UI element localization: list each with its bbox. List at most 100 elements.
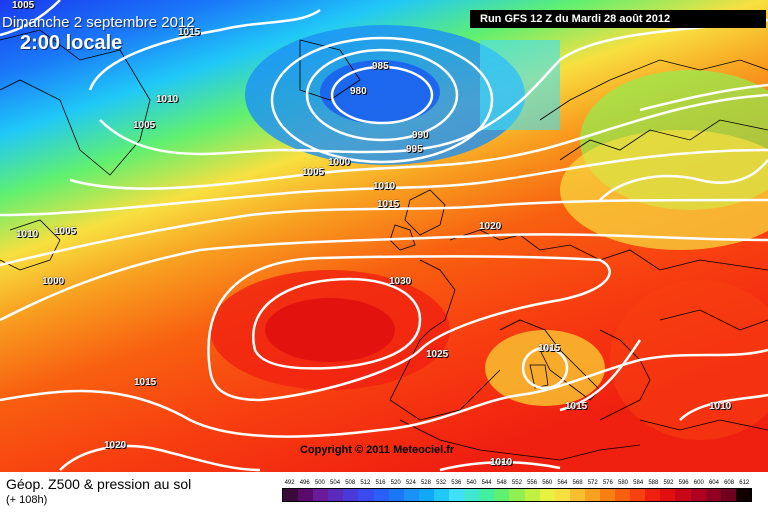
legend-swatch <box>464 489 480 501</box>
isobar-label: 1005 <box>12 0 35 11</box>
legend-value: 560 <box>542 480 553 486</box>
legend-swatch <box>403 489 419 501</box>
legend-swatch <box>630 489 646 501</box>
legend-swatch <box>675 489 691 501</box>
map-subtitle: (+ 108h) <box>6 494 48 506</box>
legend-value: 604 <box>708 480 719 486</box>
footer: Géop. Z500 & pression au sol (+ 108h) 49… <box>0 472 768 512</box>
legend-value: 544 <box>481 480 492 486</box>
legend-swatch <box>298 489 314 501</box>
legend-value: 536 <box>451 480 462 486</box>
legend-swatch <box>433 489 450 501</box>
isobar-label: 1020 <box>104 440 127 451</box>
legend-value: 568 <box>572 480 583 486</box>
legend-value: 608 <box>724 480 735 486</box>
legend-value: 564 <box>557 480 568 486</box>
legend-swatch <box>690 489 706 501</box>
isobar-label: 1030 <box>389 276 412 287</box>
high-core <box>265 298 395 362</box>
isobar-label: 1005 <box>54 226 77 237</box>
isobar-label: 995 <box>406 144 423 155</box>
legend-swatch <box>449 489 465 501</box>
legend-value: 584 <box>633 480 644 486</box>
legend-swatch <box>660 489 676 501</box>
legend-swatch <box>539 489 555 501</box>
legend-value: 524 <box>405 480 416 486</box>
legend-value: 496 <box>299 480 310 486</box>
isobar-label: 1005 <box>133 120 156 131</box>
legend-value: 552 <box>511 480 522 486</box>
yellow-zone <box>560 130 768 250</box>
weather-map: Dimanche 2 septembre 2012 2:00 locale Ru… <box>0 0 768 472</box>
legend-labels: 492 496 500 504 508 512 516 520 524 528 532 536 540 5… <box>282 480 752 486</box>
isobar-lines <box>0 0 768 470</box>
isobar-label: 1015 <box>134 377 157 388</box>
legend-value: 588 <box>648 480 659 486</box>
legend-swatch <box>313 489 329 501</box>
isobar-label: 1005 <box>302 167 325 178</box>
legend-value: 580 <box>618 480 629 486</box>
legend-swatch <box>599 489 616 501</box>
isobar-label: 1020 <box>479 221 502 232</box>
map-title: Géop. Z500 & pression au sol <box>6 476 192 492</box>
legend-value: 500 <box>314 480 325 486</box>
isobar-label: 1015 <box>178 27 201 38</box>
legend-value: 508 <box>345 480 356 486</box>
run-info: Run GFS 12 Z du Mardi 28 août 2012 <box>470 10 766 28</box>
isobar-label: 1015 <box>565 401 588 412</box>
legend-swatch <box>569 489 585 501</box>
isobar-label: 985 <box>372 61 389 72</box>
isobar-label: 1025 <box>426 349 449 360</box>
legend-swatch <box>343 489 359 501</box>
legend-value: 492 <box>284 480 295 486</box>
legend-swatch <box>494 489 510 501</box>
legend-swatch <box>509 489 525 501</box>
legend-value: 556 <box>527 480 538 486</box>
legend-swatch <box>720 489 736 501</box>
legend-swatch <box>358 489 374 501</box>
legend-swatch <box>283 489 299 501</box>
legend-value: 528 <box>420 480 431 486</box>
isobar-label: 1015 <box>538 343 561 354</box>
coastlines <box>0 29 768 461</box>
forecast-date: Dimanche 2 septembre 2012 <box>2 14 195 31</box>
forecast-time: 2:00 locale <box>20 32 123 54</box>
legend-value: 592 <box>663 480 674 486</box>
legend-swatch <box>373 489 389 501</box>
legend-swatch <box>524 489 540 501</box>
map-canvas <box>0 0 768 472</box>
legend-value: 600 <box>693 480 704 486</box>
legend-value: 540 <box>466 480 477 486</box>
legend-value: 520 <box>390 480 401 486</box>
isobar-label: 1015 <box>377 199 400 210</box>
isobar-label: 1010 <box>490 457 513 468</box>
color-legend: 492 496 500 504 508 512 516 520 524 528 532 536 540 5… <box>282 480 752 502</box>
legend-swatch <box>388 489 404 501</box>
copyright: Copyright © 2011 Meteociel.fr <box>300 444 455 456</box>
isobar-label: 1010 <box>709 401 732 412</box>
cyan-zone <box>480 40 560 130</box>
legend-swatch <box>328 489 344 501</box>
legend-swatch <box>705 489 721 501</box>
legend-swatch <box>554 489 570 501</box>
isobar-label: 980 <box>350 86 367 97</box>
legend-value: 504 <box>330 480 341 486</box>
legend-swatch <box>615 489 631 501</box>
isobar-label: 1000 <box>42 276 65 287</box>
legend-value: 576 <box>602 480 613 486</box>
legend-value: 512 <box>360 480 371 486</box>
legend-swatch <box>418 489 434 501</box>
legend-value: 516 <box>375 480 386 486</box>
isobar-label: 1000 <box>328 157 351 168</box>
legend-value: 548 <box>496 480 507 486</box>
legend-swatch <box>645 489 661 501</box>
orange-zone <box>485 330 605 406</box>
low-core <box>320 60 440 124</box>
legend-value: 612 <box>739 480 750 486</box>
legend-swatch <box>584 489 600 501</box>
legend-swatch <box>479 489 495 501</box>
legend-value: 596 <box>678 480 689 486</box>
isobar-label: 1010 <box>156 94 179 105</box>
legend-bar <box>282 488 752 502</box>
isobar-label: 1010 <box>373 181 396 192</box>
